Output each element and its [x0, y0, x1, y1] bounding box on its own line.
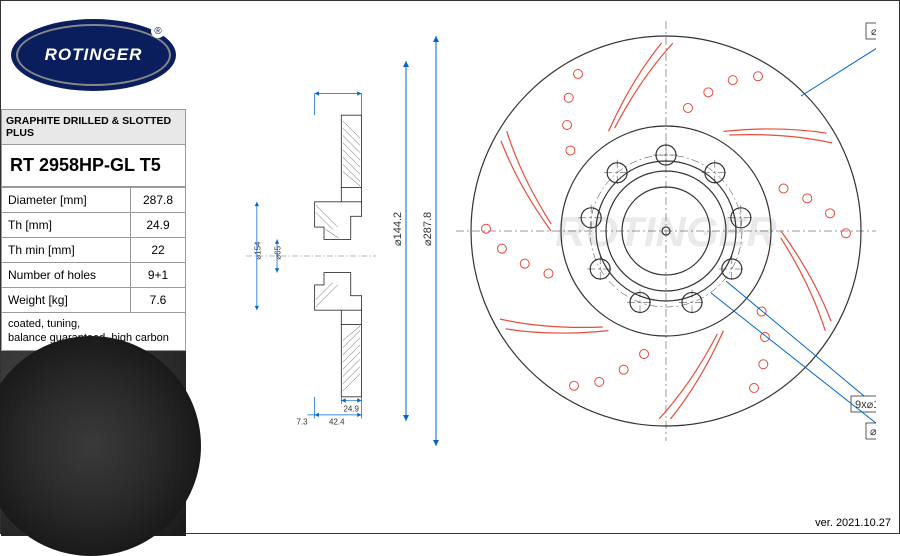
watermark: ROTINGER — [555, 208, 777, 255]
spec-table: Diameter [mm]287.8 Th [mm]24.9 Th min [m… — [1, 187, 186, 313]
version-text: ver. 2021.10.27 — [815, 517, 891, 529]
product-code: RT 2958HP-GL T5 — [1, 145, 186, 187]
spec-value: 7.6 — [131, 288, 186, 313]
dim-hub-depth: 7.3 — [297, 417, 309, 426]
spec-value: 287.8 — [131, 188, 186, 213]
disc-profile-upper — [315, 115, 362, 239]
table-row: Th [mm]24.9 — [2, 213, 186, 238]
brand-name: ROTINGER — [45, 45, 143, 65]
dim-bolt-circle: ⌀144.2 — [392, 212, 404, 246]
product-photo — [1, 351, 186, 536]
table-row: Number of holes9+1 — [2, 263, 186, 288]
mid-dimensions: ⌀144.2 ⌀287.8 — [386, 21, 456, 461]
spec-label: Weight [kg] — [2, 288, 131, 313]
table-row: Weight [kg]7.6 — [2, 288, 186, 313]
spec-label: Number of holes — [2, 263, 131, 288]
dim-offset: 42.4 — [329, 417, 345, 426]
dim-thickness: 24.9 — [344, 404, 360, 413]
logo-section: ROTINGER ® — [1, 1, 186, 109]
spec-label: Th min [mm] — [2, 238, 131, 263]
spec-value: 24.9 — [131, 213, 186, 238]
brand-logo: ROTINGER ® — [11, 19, 176, 91]
dim-hub: ⌀154 — [253, 241, 262, 260]
spec-value: 22 — [131, 238, 186, 263]
spec-panel: ROTINGER ® GRAPHITE DRILLED & SLOTTED PL… — [1, 1, 186, 535]
product-type: GRAPHITE DRILLED & SLOTTED PLUS — [1, 109, 186, 145]
dim-bore: ⌀65 — [274, 245, 283, 259]
spec-value: 9+1 — [131, 263, 186, 288]
table-row: Diameter [mm]287.8 — [2, 188, 186, 213]
spec-label: Th [mm] — [2, 213, 131, 238]
table-row: Th min [mm]22 — [2, 238, 186, 263]
front-disc-view: ROTINGER — [456, 21, 876, 441]
disc-profile-lower — [315, 273, 362, 397]
dim-outer: ⌀287.8 — [422, 212, 434, 246]
dim-pcd: ⌀112 — [870, 426, 876, 438]
dim-drill: ⌀6.5 — [871, 26, 876, 38]
spec-label: Diameter [mm] — [2, 188, 131, 213]
technical-drawing: ⌀154 ⌀65 24.9 42.4 7.3 ⌀144.2 — [186, 1, 900, 535]
registered-icon: ® — [151, 24, 165, 38]
side-cross-section: ⌀154 ⌀65 24.9 42.4 7.3 — [246, 31, 376, 481]
